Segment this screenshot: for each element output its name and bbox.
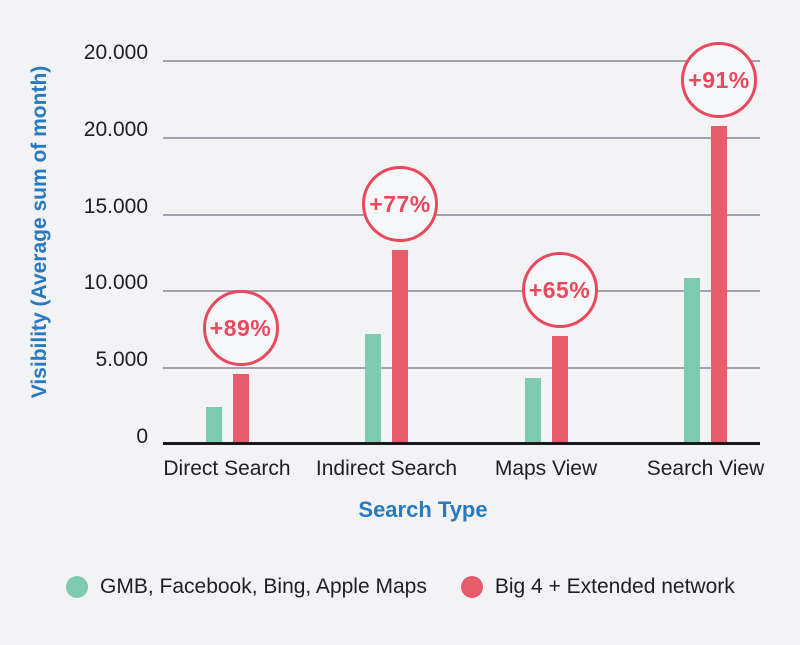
percent-badge: +91%: [681, 42, 757, 119]
legend-item-gmb: GMB, Facebook, Bing, Apple Maps: [66, 575, 427, 599]
legend-marker-red-icon: [460, 576, 483, 598]
x-axis-title: Search Type: [358, 497, 488, 522]
bar-group: +77% Indirect Search: [316, 61, 457, 480]
bar-gmb: [524, 378, 541, 442]
y-tick-label: 20.000: [83, 41, 148, 64]
x-tick-label: Search View: [646, 457, 765, 480]
x-tick-label: Indirect Search: [315, 457, 458, 480]
gridline: [163, 60, 760, 62]
bar-group: +91% Search View: [647, 42, 764, 480]
bar-big4: [551, 336, 568, 442]
legend-marker-green-icon: [66, 576, 88, 598]
bar-gmb: [365, 334, 381, 442]
plot-area: +89% Direct Search +77% Indirect Search +65%…: [163, 42, 764, 480]
percent-badge: +89%: [202, 290, 279, 367]
bar-big4: [392, 250, 408, 442]
y-tick-label: 10.000: [83, 271, 148, 295]
gridline: [163, 290, 760, 293]
bar-big4: [711, 126, 727, 442]
bar-group: +89% Direct Search: [163, 61, 291, 480]
x-tick-label: Maps View: [494, 457, 598, 480]
bar-group: +65% Maps View: [495, 61, 598, 480]
gridline: [163, 367, 760, 370]
gridline: [163, 136, 760, 139]
bar-gmb: [205, 406, 222, 442]
legend-label-big4: Big 4 + Extended network: [494, 575, 735, 598]
percent-badge: +77%: [362, 166, 438, 242]
bar-gmb: [684, 277, 700, 442]
bar-big4: [232, 374, 249, 442]
percent-badge: +65%: [521, 252, 598, 329]
legend: GMB, Facebook, Bing, Apple Maps Big 4 + …: [66, 575, 735, 599]
gridline: [163, 213, 760, 216]
x-tick-label: Direct Search: [163, 457, 291, 480]
y-tick-label: 5.000: [95, 348, 148, 372]
legend-item-big4: Big 4 + Extended network: [460, 575, 735, 599]
y-tick-label: 15.000: [83, 194, 148, 218]
y-tick-label: 20.000: [83, 117, 148, 141]
y-tick-label: 0: [136, 425, 148, 448]
legend-label-gmb: GMB, Facebook, Bing, Apple Maps: [100, 575, 427, 598]
